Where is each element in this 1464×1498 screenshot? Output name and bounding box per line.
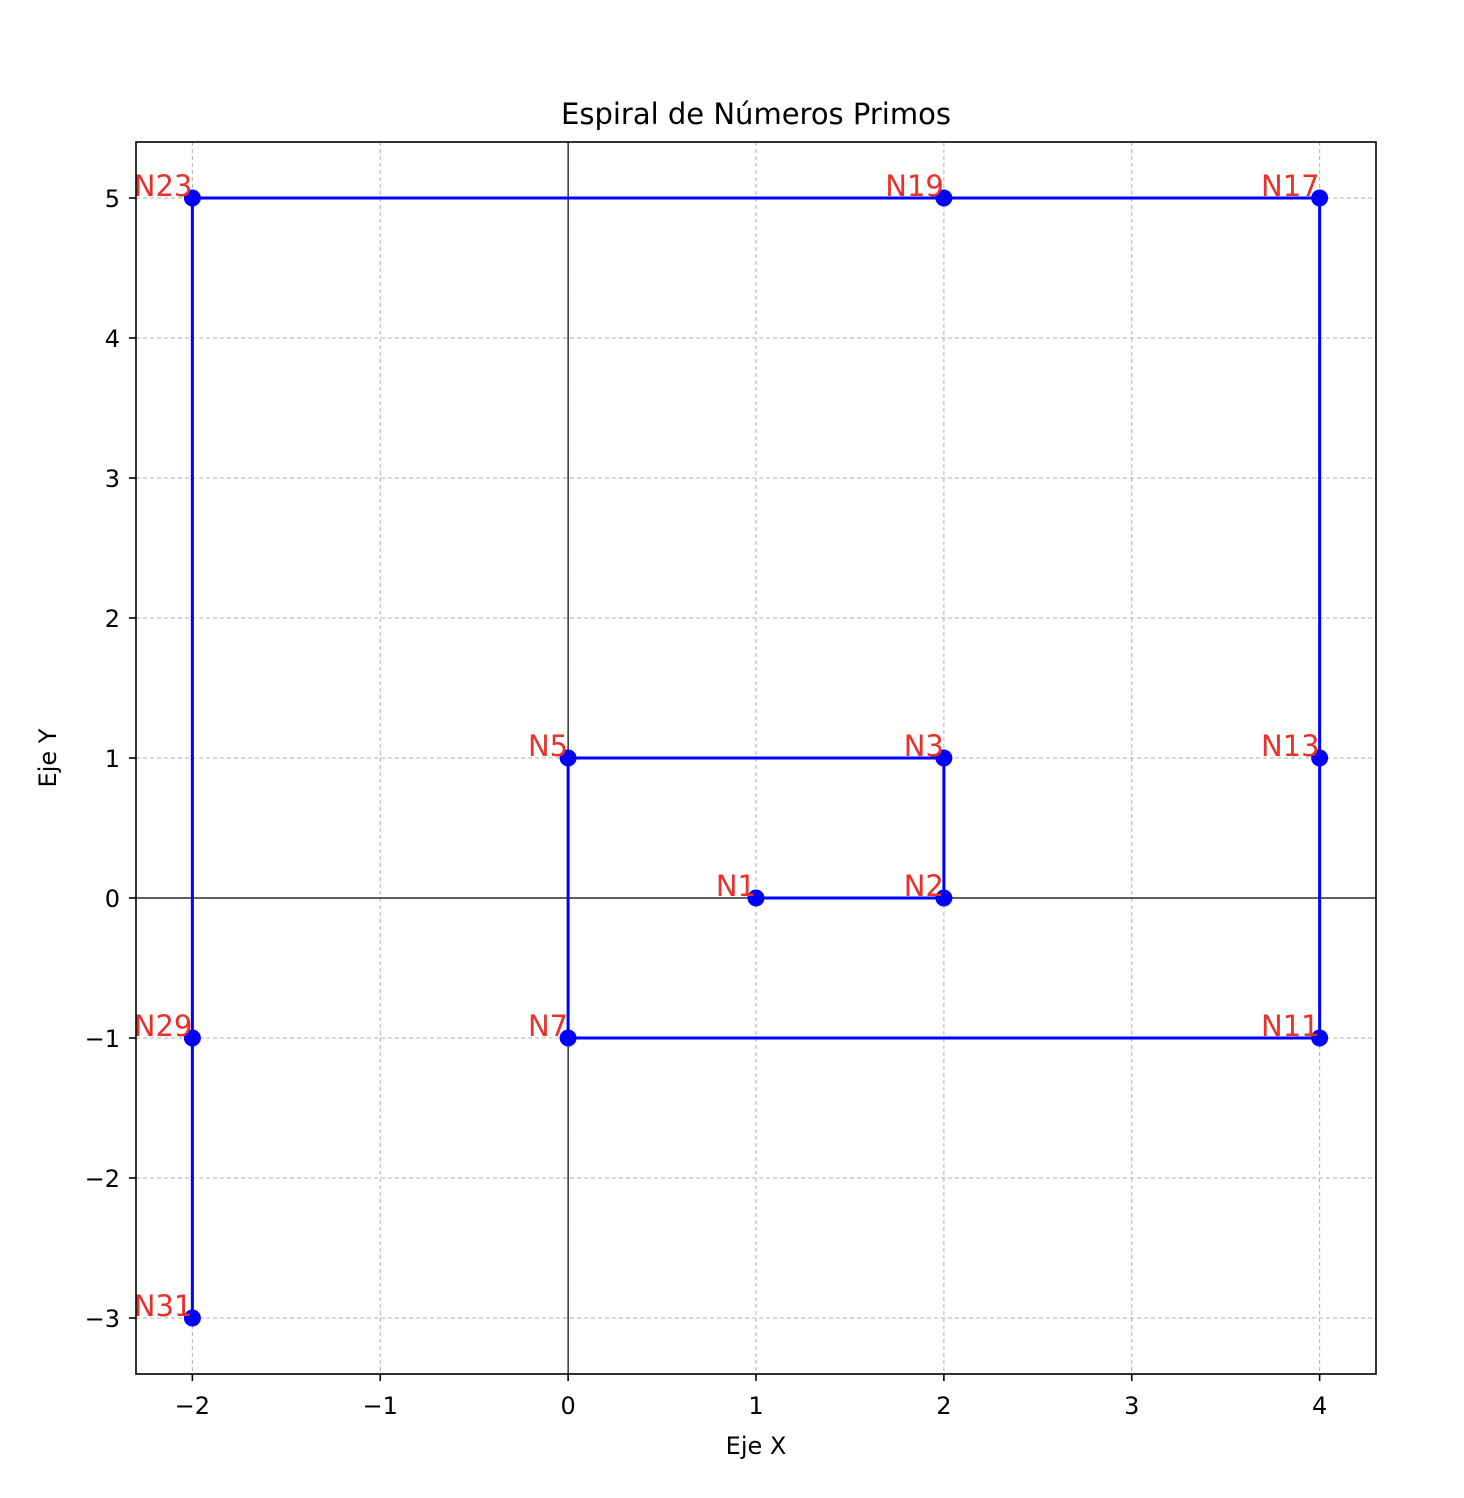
point-label: N19 [885,169,944,203]
y-tick-label: −2 [85,1165,120,1193]
x-tick-label: 2 [936,1392,951,1420]
data-point-marker [1311,749,1329,767]
x-tick-label: 3 [1124,1392,1139,1420]
x-tick-label: 0 [560,1392,575,1420]
y-tick-label: −1 [85,1025,120,1053]
point-label: N3 [904,729,944,763]
chart-title: Espiral de Números Primos [561,97,951,131]
y-tick-label: 2 [105,605,120,633]
y-tick-label: 0 [105,885,120,913]
point-label: N2 [904,869,944,903]
point-label: N31 [134,1289,193,1323]
point-label: N23 [134,169,193,203]
point-labels: N1 N2 N3 N5 N7 N11 N13 N17 N19 N23 N29 N31 [134,169,1320,1323]
point-label: N5 [528,729,568,763]
data-point-marker [935,749,953,767]
point-label: N1 [716,869,756,903]
x-tick-label: −2 [175,1392,210,1420]
data-point-marker [183,189,201,207]
data-point-marker [183,1029,201,1047]
axis-ticks: −2 −1 0 1 2 3 4 −3 −2 −1 0 1 2 3 4 5 [85,185,1328,1420]
y-tick-label: 3 [105,465,120,493]
y-tick-label: 1 [105,745,120,773]
series-line-layer [190,196,1322,1318]
markers [183,189,1329,1327]
data-point-marker [1311,1029,1329,1047]
x-tick-label: 1 [748,1392,763,1420]
x-axis-label: Eje X [726,1432,787,1460]
y-tick-label: 4 [105,325,120,353]
point-label: N29 [134,1009,193,1043]
data-point-marker [747,889,765,907]
data-point-marker [559,749,577,767]
data-point-marker [1311,189,1329,207]
data-point-marker [183,1309,201,1327]
data-point-marker [935,189,953,207]
x-tick-label: 4 [1312,1392,1327,1420]
x-tick-label: −1 [363,1392,398,1420]
point-label: N7 [528,1009,568,1043]
data-point-marker [559,1029,577,1047]
point-label: N11 [1261,1009,1320,1043]
point-label: N13 [1261,729,1320,763]
y-tick-label: 5 [105,185,120,213]
y-tick-label: −3 [85,1305,120,1333]
spiral-series-line [190,196,1322,1318]
data-point-marker [935,889,953,907]
point-label: N17 [1261,169,1320,203]
y-axis-label: Eje Y [34,728,62,787]
